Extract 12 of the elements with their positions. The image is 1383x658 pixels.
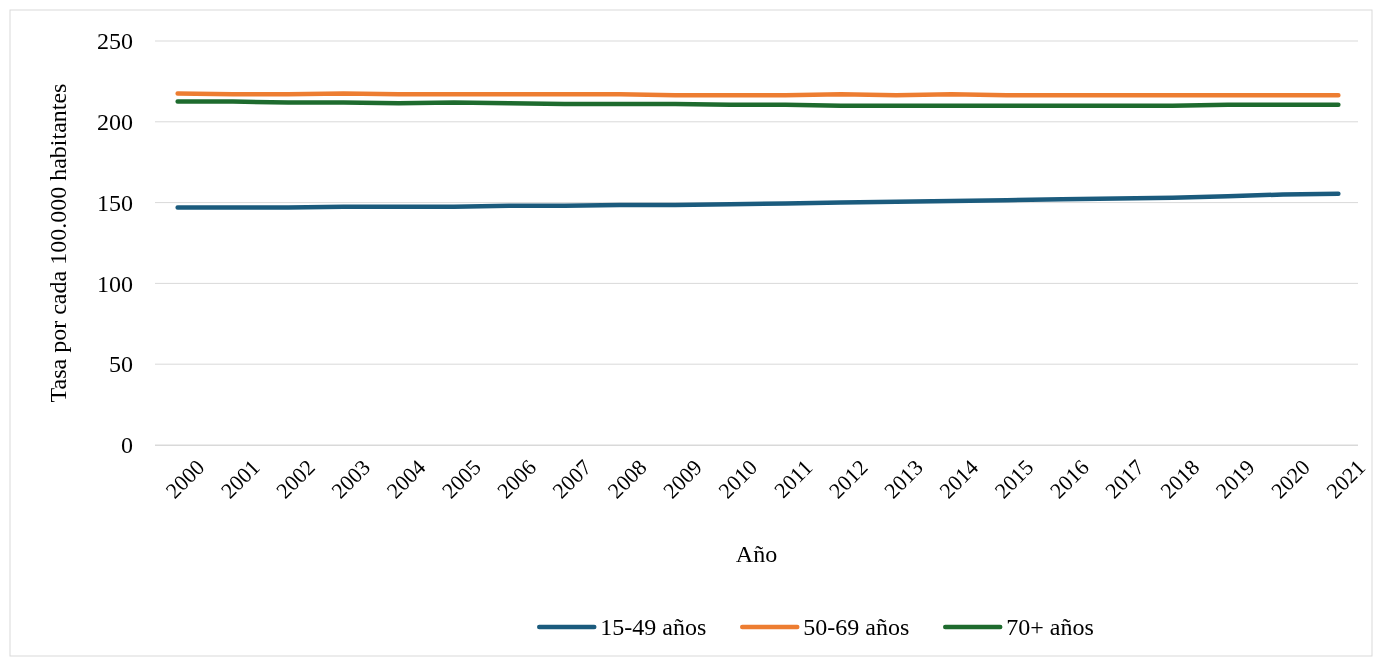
x-axis-title: Año [735,541,778,567]
line-series [175,191,1341,210]
y-axis-title: Tasa por cada 100.000 habitantes [45,83,71,403]
y-tick-label: 250 [97,28,133,55]
y-tick-label: 200 [97,108,133,135]
legend-label: 15-49 años [600,614,707,641]
y-tick-label: 0 [121,432,133,459]
y-tick-label: 100 [97,270,133,297]
y-tick-label: 150 [97,189,133,216]
legend-label: 70+ años [1006,614,1094,641]
y-tick-label: 50 [109,351,133,378]
legend-label: 50-69 años [803,614,910,641]
